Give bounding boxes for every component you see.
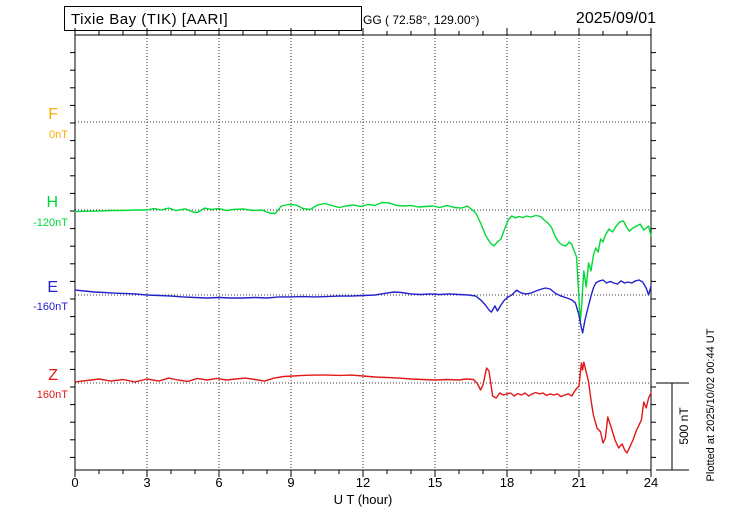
channel-baseline-f: 0nT	[49, 129, 68, 141]
x-tick-label: 6	[215, 475, 222, 490]
channel-label-e: E	[47, 279, 58, 296]
channel-baseline-z: 160nT	[36, 389, 68, 401]
channel-baseline-e: -160nT	[33, 301, 68, 313]
x-tick-label: 9	[287, 475, 294, 490]
x-tick-label: 15	[428, 475, 442, 490]
station-title: Tixie Bay (TIK) [AARI]	[71, 11, 229, 28]
station-title-box: Tixie Bay (TIK) [AARI]	[64, 6, 362, 31]
plot-date: 2025/09/01	[575, 10, 656, 27]
channel-label-f: F	[48, 106, 58, 123]
trace-Z	[74, 361, 652, 454]
x-tick-label: 12	[356, 475, 370, 490]
x-tick-label: 0	[71, 475, 78, 490]
channel-baseline-h: -120nT	[33, 217, 68, 229]
channel-label-h: H	[46, 194, 58, 211]
plotted-at-note: Plotted at 2025/10/02 00:44 UT	[705, 328, 717, 482]
scale-bar-label: 500 nT	[677, 407, 691, 445]
x-tick-label: 21	[572, 475, 586, 490]
x-tick-label: 18	[500, 475, 514, 490]
x-axis-title: U T (hour)	[333, 492, 393, 507]
x-tick-label: 24	[644, 475, 658, 490]
trace-H	[74, 201, 652, 324]
channel-label-z: Z	[48, 367, 58, 384]
trace-E	[74, 279, 652, 334]
x-tick-label: 3	[143, 475, 150, 490]
geographic-coordinates: GG ( 72.58°, 129.00°)	[363, 13, 480, 27]
